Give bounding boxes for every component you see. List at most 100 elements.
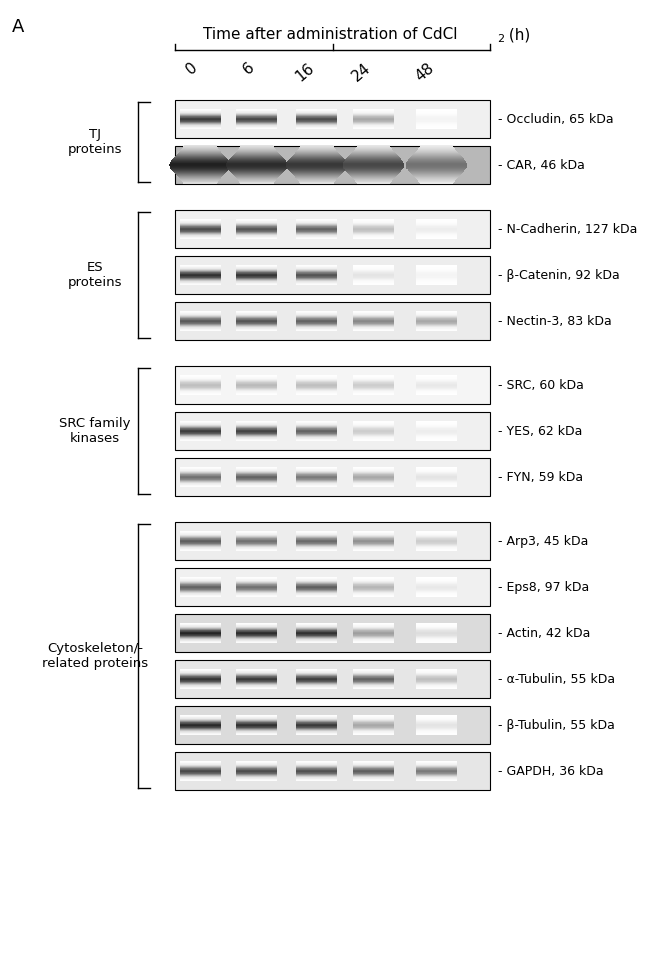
Bar bbox=[240, 146, 273, 147]
Bar bbox=[240, 147, 274, 148]
Text: Cytoskeleton/-
related proteins: Cytoskeleton/- related proteins bbox=[42, 642, 148, 670]
Text: - Arp3, 45 kDa: - Arp3, 45 kDa bbox=[498, 535, 588, 547]
Bar bbox=[299, 148, 334, 149]
Bar bbox=[175, 458, 490, 496]
Bar bbox=[290, 171, 344, 173]
Text: 2: 2 bbox=[497, 34, 504, 44]
Bar bbox=[413, 175, 460, 177]
Bar bbox=[233, 155, 281, 156]
Bar bbox=[419, 147, 453, 148]
Bar bbox=[231, 173, 282, 175]
Bar bbox=[299, 180, 335, 181]
Bar bbox=[234, 154, 280, 155]
Text: - Nectin-3, 83 kDa: - Nectin-3, 83 kDa bbox=[498, 315, 612, 327]
Bar bbox=[296, 152, 338, 153]
Bar bbox=[286, 163, 347, 165]
Bar bbox=[300, 147, 333, 148]
Bar bbox=[175, 210, 490, 248]
Bar bbox=[343, 162, 404, 164]
Bar bbox=[173, 171, 227, 173]
Bar bbox=[175, 366, 490, 404]
Bar bbox=[175, 173, 226, 175]
Bar bbox=[414, 153, 459, 154]
Bar bbox=[286, 165, 347, 167]
Bar bbox=[287, 166, 347, 168]
Bar bbox=[356, 180, 391, 181]
Bar bbox=[170, 161, 230, 163]
Bar bbox=[235, 153, 279, 154]
Bar bbox=[231, 156, 282, 157]
Text: - Actin, 42 kDa: - Actin, 42 kDa bbox=[498, 626, 590, 640]
Bar bbox=[407, 168, 466, 170]
Bar bbox=[344, 160, 403, 162]
Bar bbox=[179, 152, 222, 153]
Bar bbox=[352, 177, 395, 178]
Bar bbox=[292, 155, 341, 156]
Bar bbox=[240, 182, 274, 183]
Bar bbox=[175, 568, 490, 606]
Bar bbox=[346, 158, 400, 159]
Bar bbox=[343, 167, 404, 169]
Bar bbox=[413, 154, 460, 155]
Bar bbox=[344, 168, 403, 170]
Text: 24: 24 bbox=[349, 60, 374, 84]
Bar bbox=[230, 158, 284, 159]
Bar bbox=[343, 166, 404, 168]
Bar bbox=[412, 174, 461, 176]
Text: - β-Catenin, 92 kDa: - β-Catenin, 92 kDa bbox=[498, 268, 619, 282]
Bar bbox=[177, 154, 224, 155]
Bar bbox=[287, 160, 346, 162]
Text: - SRC, 60 kDa: - SRC, 60 kDa bbox=[498, 378, 584, 392]
Bar bbox=[300, 182, 333, 183]
Bar bbox=[406, 165, 467, 167]
Bar bbox=[287, 161, 346, 163]
Bar bbox=[297, 151, 336, 152]
Bar bbox=[238, 150, 276, 151]
Bar bbox=[411, 173, 461, 175]
Bar bbox=[419, 181, 454, 182]
Bar bbox=[290, 158, 344, 159]
Bar bbox=[181, 179, 219, 180]
Bar bbox=[410, 158, 463, 159]
Bar bbox=[299, 181, 334, 182]
Bar bbox=[299, 149, 335, 150]
Bar bbox=[286, 164, 348, 166]
Text: 16: 16 bbox=[292, 60, 317, 84]
Bar bbox=[352, 152, 395, 153]
Bar bbox=[408, 170, 465, 172]
Bar bbox=[228, 169, 285, 171]
Bar bbox=[170, 167, 230, 169]
Bar bbox=[178, 153, 222, 154]
Bar bbox=[239, 180, 275, 181]
Bar bbox=[292, 156, 342, 157]
Bar bbox=[175, 752, 490, 790]
Bar bbox=[406, 164, 467, 166]
Bar bbox=[345, 158, 402, 160]
Bar bbox=[357, 182, 391, 183]
Bar bbox=[289, 170, 345, 172]
Bar bbox=[175, 412, 490, 450]
Bar bbox=[419, 149, 454, 150]
Text: - Occludin, 65 kDa: - Occludin, 65 kDa bbox=[498, 113, 614, 125]
Bar bbox=[175, 302, 490, 340]
Bar bbox=[227, 167, 287, 169]
Text: - Eps8, 97 kDa: - Eps8, 97 kDa bbox=[498, 581, 590, 593]
Bar bbox=[183, 182, 217, 183]
Bar bbox=[406, 162, 467, 164]
Bar bbox=[344, 169, 402, 171]
Bar bbox=[226, 166, 287, 168]
Bar bbox=[291, 157, 343, 158]
Text: SRC family
kinases: SRC family kinases bbox=[59, 417, 131, 445]
Bar bbox=[350, 154, 396, 155]
Bar bbox=[353, 178, 394, 179]
Bar bbox=[170, 166, 231, 168]
Bar bbox=[418, 179, 455, 180]
Bar bbox=[406, 161, 467, 163]
Bar bbox=[238, 179, 276, 180]
Bar bbox=[349, 155, 398, 156]
Bar bbox=[175, 146, 490, 184]
Bar bbox=[298, 150, 335, 151]
Text: - α-Tubulin, 55 kDa: - α-Tubulin, 55 kDa bbox=[498, 673, 615, 685]
Bar bbox=[294, 153, 339, 154]
Bar bbox=[175, 100, 490, 138]
